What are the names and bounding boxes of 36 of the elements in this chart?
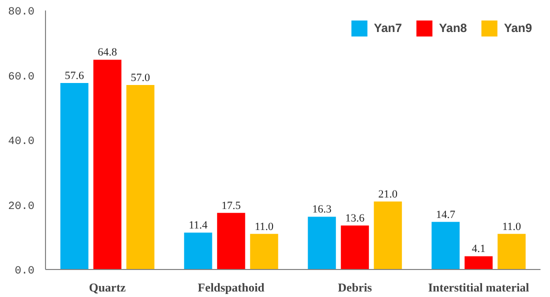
legend-label: Yan7 (374, 21, 402, 35)
y-tick-label: 80.0 (8, 6, 34, 18)
x-tick-label: Debris (338, 280, 372, 294)
bar (374, 202, 402, 270)
data-label: 17.5 (222, 200, 242, 212)
x-tick-label: Feldspathoid (198, 280, 265, 294)
data-label: 14.7 (436, 208, 456, 221)
y-tick-label: 20.0 (8, 200, 34, 213)
data-label: 16.3 (312, 204, 332, 216)
data-label: 4.1 (472, 243, 486, 256)
legend-label: Yan9 (504, 21, 532, 35)
bar (184, 232, 212, 270)
y-tick-label: 40.0 (8, 136, 34, 148)
bar (308, 216, 336, 270)
data-label: 57.0 (130, 72, 150, 84)
bar (250, 234, 278, 270)
data-label: 21.0 (378, 188, 398, 201)
data-label: 13.6 (345, 212, 365, 224)
bar (432, 222, 460, 270)
bar (60, 83, 88, 270)
data-label: 57.6 (64, 70, 84, 82)
x-tick-label: Interstitial material (428, 280, 530, 294)
bar (217, 212, 246, 270)
x-tick-label: Quartz (89, 280, 126, 294)
data-label: 11.4 (188, 220, 208, 232)
bar (93, 60, 122, 270)
bar (126, 84, 154, 270)
legend-label: Yan8 (438, 21, 467, 35)
y-tick-label: 0.0 (14, 266, 35, 278)
bar (464, 256, 493, 270)
bar (498, 234, 526, 270)
data-label: 64.8 (98, 46, 118, 59)
data-label: 11.0 (254, 220, 274, 233)
y-tick-label: 60.0 (8, 71, 34, 84)
bar (340, 225, 369, 270)
data-label: 11.0 (502, 220, 522, 233)
